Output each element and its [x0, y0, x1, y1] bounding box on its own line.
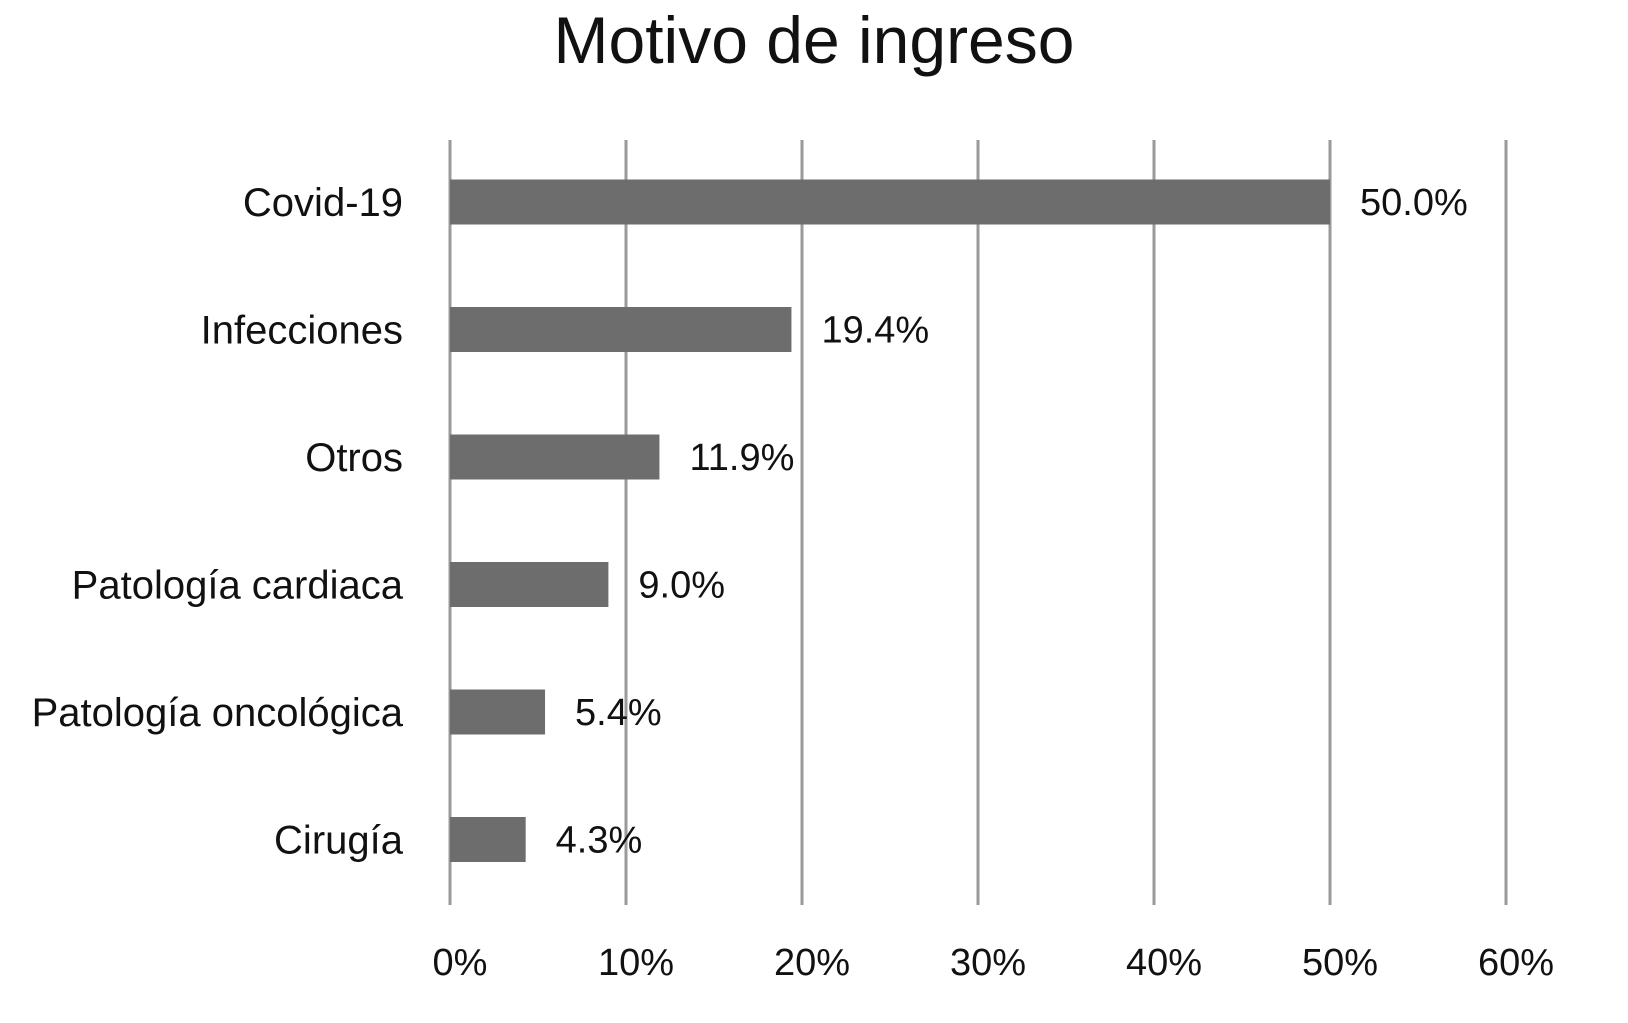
x-tick-label: 50% — [1302, 942, 1378, 984]
category-label: Patología cardiaca — [72, 564, 404, 608]
category-label: Infecciones — [201, 309, 403, 353]
x-tick-label: 20% — [774, 942, 850, 984]
data-label: 11.9% — [689, 437, 794, 479]
data-label: 4.3% — [556, 820, 643, 862]
category-label: Cirugía — [274, 819, 404, 863]
bar — [450, 817, 526, 862]
data-label: 9.0% — [638, 565, 725, 607]
chart-title: Motivo de ingreso — [553, 3, 1075, 77]
x-tick-label: 60% — [1478, 942, 1554, 984]
grid-lines — [448, 140, 1508, 905]
data-label: 50.0% — [1360, 182, 1468, 224]
labels: 0% 10% 20% 30% 40% 50% 60% Covid-19 50.0% Infecci… — [32, 181, 1554, 984]
x-tick-label: 0% — [433, 942, 488, 984]
x-tick-label: 30% — [950, 942, 1026, 984]
x-tick-label: 10% — [598, 942, 674, 984]
data-label: 19.4% — [821, 310, 929, 352]
bar — [450, 434, 660, 480]
category-label: Otros — [305, 436, 403, 480]
x-tick-label: 40% — [1126, 942, 1202, 984]
category-label: Patología oncológica — [32, 691, 404, 735]
bar — [450, 562, 609, 607]
bar — [450, 689, 546, 735]
bar — [450, 307, 792, 352]
category-label: Covid-19 — [243, 181, 403, 225]
bars — [450, 179, 1330, 862]
bar — [450, 179, 1330, 225]
data-label: 5.4% — [575, 692, 662, 734]
